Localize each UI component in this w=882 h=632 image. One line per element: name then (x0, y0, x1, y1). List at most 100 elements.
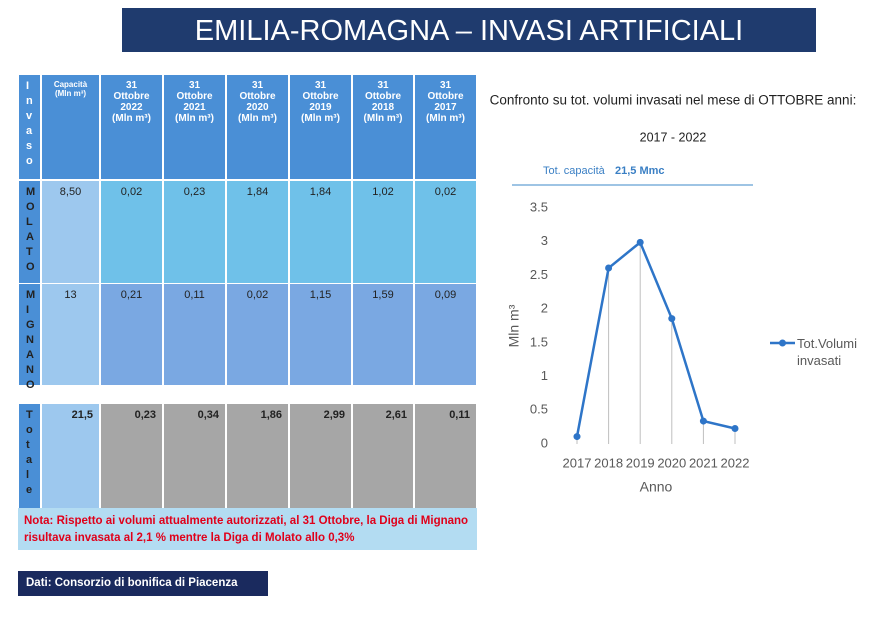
header-text: Capacità (53, 80, 88, 89)
table-cell: 1,15 (289, 283, 352, 386)
x-tick-label: 2017 (563, 455, 592, 470)
row-header: Totale (18, 403, 41, 523)
cell-text: 0,02 (246, 289, 269, 301)
page-title: EMILIA-ROMAGNA – INVASI ARTIFICIALI (122, 8, 816, 52)
header-text: Ottobre (176, 91, 213, 102)
table-cell: 0,02 (100, 180, 163, 286)
table-cell: 2,99 (289, 403, 352, 523)
x-tick-label: 2018 (594, 455, 623, 470)
cell-text: Totale (26, 409, 33, 496)
point (731, 424, 739, 432)
y-tick-label: 0 (541, 435, 548, 450)
cell-text: 0,23 (134, 409, 156, 421)
y-tick-label: 1 (541, 368, 548, 383)
row-header: MOLATO (18, 180, 41, 286)
table-cell: 0,02 (226, 283, 289, 386)
cell-text: 1,15 (309, 289, 332, 301)
table-cell: 13 (41, 283, 100, 386)
y-tick-label: 3 (541, 233, 548, 248)
table-cell: 1,84 (226, 180, 289, 286)
y-tick-label: 3.5 (530, 199, 548, 214)
table-cell: 0,11 (163, 283, 226, 386)
y-tick-label: 0.5 (530, 402, 548, 417)
header-text: (Mln m³) (363, 113, 403, 124)
point (605, 264, 613, 272)
table-cell: 1,84 (289, 180, 352, 286)
cell-text: 1,84 (309, 186, 332, 198)
cell-text: 1,02 (372, 186, 394, 198)
cell-text: MIGNANO (26, 289, 36, 391)
header-text: 31 (251, 80, 264, 91)
cell-text: MOLATO (26, 186, 36, 273)
table-cell: 8,50 (41, 180, 100, 286)
x-tick-label: 2019 (626, 455, 655, 470)
header-text: 2017 (434, 102, 457, 113)
header-cell: 31 Ottobre 2017 (Mln m³) (414, 74, 477, 180)
cell-text: 0,09 (434, 289, 457, 301)
y-tick-label: 2.5 (530, 267, 548, 282)
y-tick-label: 2 (541, 301, 548, 316)
header-text: 31 (377, 80, 389, 91)
cell-text: 8,50 (59, 186, 82, 198)
series-line (575, 240, 736, 437)
header-text: Invaso (26, 80, 33, 167)
cell-text: 13 (64, 289, 77, 301)
header-cell: 31 Ottobre 2019 (Mln m³) (289, 74, 352, 180)
cell-text: 0,11 (449, 409, 470, 421)
header-cell: Invaso (18, 74, 41, 180)
table-cell: 0,23 (100, 403, 163, 523)
cell-text: 1,84 (246, 186, 269, 198)
table-cell: 21,5 (41, 403, 100, 523)
cell-text: 0,21 (120, 289, 143, 301)
table-cell: 1,59 (352, 283, 414, 386)
table-cell: 1,86 (226, 403, 289, 523)
y-axis-label: Mln m³ (506, 304, 522, 347)
header-cell: 31 Ottobre 2020 (Mln m³) (226, 74, 289, 180)
header-text: Ottobre (239, 91, 276, 102)
table-cell: 0,09 (414, 283, 477, 386)
header-text: 2019 (309, 102, 332, 113)
row-header: MIGNANO (18, 283, 41, 391)
point (636, 238, 644, 246)
cell-text: 0,02 (434, 186, 457, 198)
header-text: Ottobre (427, 91, 464, 102)
point (668, 315, 676, 323)
x-tick-label: 2020 (657, 455, 686, 470)
header-text: 2021 (183, 102, 206, 113)
header-cell: 31 Ottobre 2018 (Mln m³) (352, 74, 414, 180)
legend-label: Tot.Volumi invasati (797, 336, 857, 368)
cell-text: 0,11 (184, 289, 205, 301)
header-text: 31 (188, 80, 201, 91)
header-text: 2018 (371, 102, 395, 113)
header-text: Ottobre (364, 91, 402, 102)
cell-text: 21,5 (71, 409, 93, 421)
x-tick-label: 2021 (689, 455, 718, 470)
y-tick-label: 1.5 (530, 334, 548, 349)
table-cell: 0,11 (414, 403, 477, 523)
table-cell: 2,61 (352, 403, 414, 523)
header-text: Ottobre (113, 91, 150, 102)
header-text: (Mln m³) (301, 113, 340, 124)
header-text: Ottobre (302, 91, 339, 102)
chart-subtitle: 2017 - 2022 (640, 130, 707, 144)
table-cell: 0,21 (100, 283, 163, 386)
header-cell: 31 Ottobre 2021 (Mln m³) (163, 74, 226, 180)
cell-text: 1,59 (372, 289, 394, 301)
cell-text: 0,23 (183, 186, 206, 198)
x-tick-label: 2022 (721, 455, 750, 470)
source: Dati: Consorzio di bonifica di Piacenza (18, 571, 268, 596)
x-axis-label: Anno (640, 479, 673, 495)
table-cell: 0,23 (163, 180, 226, 286)
cell-text: 2,61 (385, 409, 407, 421)
header-cell: Capacità (Mln m³) (41, 74, 100, 180)
cell-text: 0,34 (197, 409, 219, 421)
header-text: (Mln m³) (54, 89, 87, 98)
header-text: 31 (439, 80, 452, 91)
table-cell: 1,02 (352, 180, 414, 286)
header-text: (Mln m³) (426, 113, 465, 124)
table-cell: 0,02 (414, 180, 477, 286)
header-text: (Mln m³) (175, 113, 214, 124)
legend-marker (779, 339, 786, 347)
